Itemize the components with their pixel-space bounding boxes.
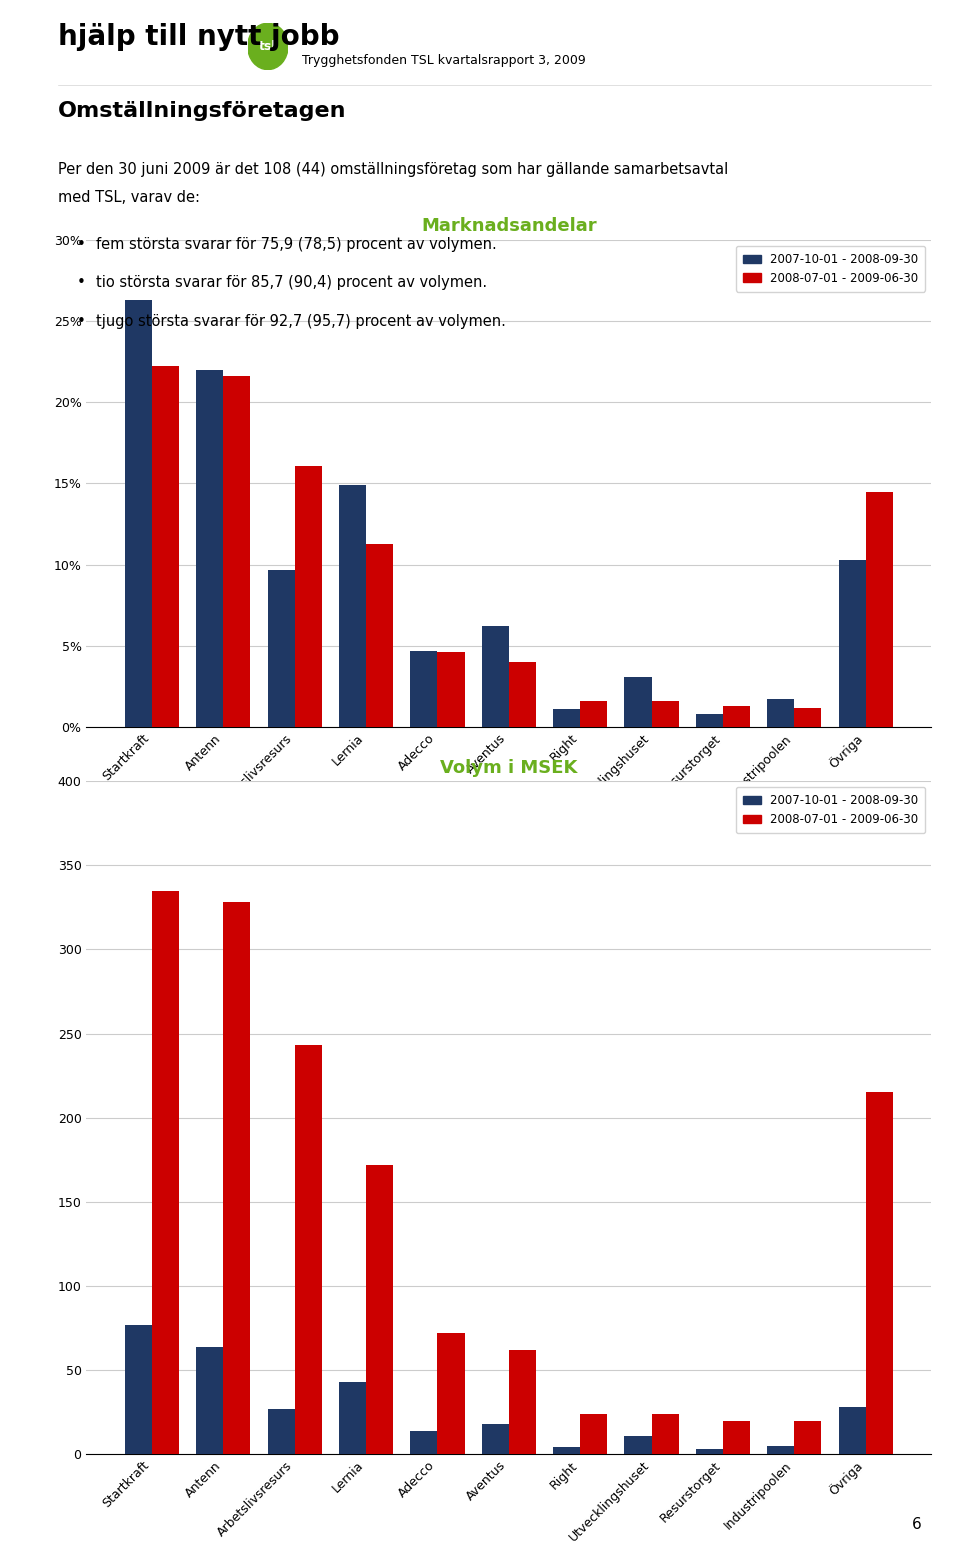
Text: Per den 30 juni 2009 är det 108 (44) omställningsföretag som har gällande samarb: Per den 30 juni 2009 är det 108 (44) oms… (58, 162, 728, 178)
Bar (624, 1436, 652, 1454)
Bar (268, 569, 295, 727)
Text: •: • (77, 314, 85, 330)
Text: 6: 6 (912, 1516, 922, 1532)
Bar (366, 543, 394, 727)
Bar (723, 1420, 750, 1454)
Bar (366, 1165, 394, 1454)
Bar (152, 367, 180, 727)
Bar (509, 1351, 536, 1454)
Bar (767, 699, 794, 727)
Title: Marknadsandelar: Marknadsandelar (421, 218, 596, 235)
Bar (794, 1420, 822, 1454)
Bar (125, 1324, 152, 1454)
Legend: 2007-10-01 - 2008-09-30, 2008-07-01 - 2009-06-30: 2007-10-01 - 2008-09-30, 2008-07-01 - 20… (736, 787, 925, 834)
Text: med TSL, varav de:: med TSL, varav de: (58, 190, 200, 206)
Bar (652, 701, 679, 727)
Bar (410, 1431, 438, 1454)
Text: Trygghetsfonden TSL kvartalsrapport 3, 2009: Trygghetsfonden TSL kvartalsrapport 3, 2… (302, 54, 587, 67)
Bar (339, 486, 366, 727)
Circle shape (248, 23, 288, 70)
Text: fem största svarar för 75,9 (78,5) procent av volymen.: fem största svarar för 75,9 (78,5) proce… (96, 237, 496, 252)
Bar (696, 715, 723, 727)
Bar (224, 902, 251, 1454)
Bar (553, 709, 580, 727)
Bar (482, 1423, 509, 1454)
Bar (794, 707, 822, 727)
Bar (295, 1046, 322, 1454)
Bar (295, 466, 322, 727)
Bar (196, 370, 224, 727)
Text: hjälp till nytt jobb: hjälp till nytt jobb (58, 23, 339, 51)
Text: •: • (77, 237, 85, 252)
Bar (652, 1414, 679, 1454)
Legend: 2007-10-01 - 2008-09-30, 2008-07-01 - 2009-06-30: 2007-10-01 - 2008-09-30, 2008-07-01 - 20… (736, 246, 925, 292)
Text: tjugo största svarar för 92,7 (95,7) procent av volymen.: tjugo största svarar för 92,7 (95,7) pro… (96, 314, 506, 330)
Bar (696, 1450, 723, 1454)
Bar (866, 492, 893, 727)
Bar (224, 376, 251, 727)
Bar (767, 1446, 794, 1454)
Bar (866, 1092, 893, 1454)
Bar (509, 662, 536, 727)
Bar (482, 627, 509, 727)
Bar (438, 653, 465, 727)
Text: tsl: tsl (259, 40, 276, 53)
Bar (268, 1409, 295, 1454)
Bar (125, 300, 152, 727)
Bar (723, 705, 750, 727)
Bar (580, 701, 608, 727)
Bar (196, 1346, 224, 1454)
Bar (838, 1408, 866, 1454)
Bar (838, 560, 866, 727)
Bar (580, 1414, 608, 1454)
Text: Omställningsföretagen: Omställningsföretagen (58, 101, 347, 121)
Text: •: • (77, 275, 85, 291)
Bar (339, 1381, 366, 1454)
Bar (410, 651, 438, 727)
Bar (553, 1448, 580, 1454)
Bar (152, 891, 180, 1454)
Text: tio största svarar för 85,7 (90,4) procent av volymen.: tio största svarar för 85,7 (90,4) proce… (96, 275, 487, 291)
Bar (438, 1334, 465, 1454)
Bar (624, 676, 652, 727)
Title: Volym i MSEK: Volym i MSEK (440, 760, 578, 777)
